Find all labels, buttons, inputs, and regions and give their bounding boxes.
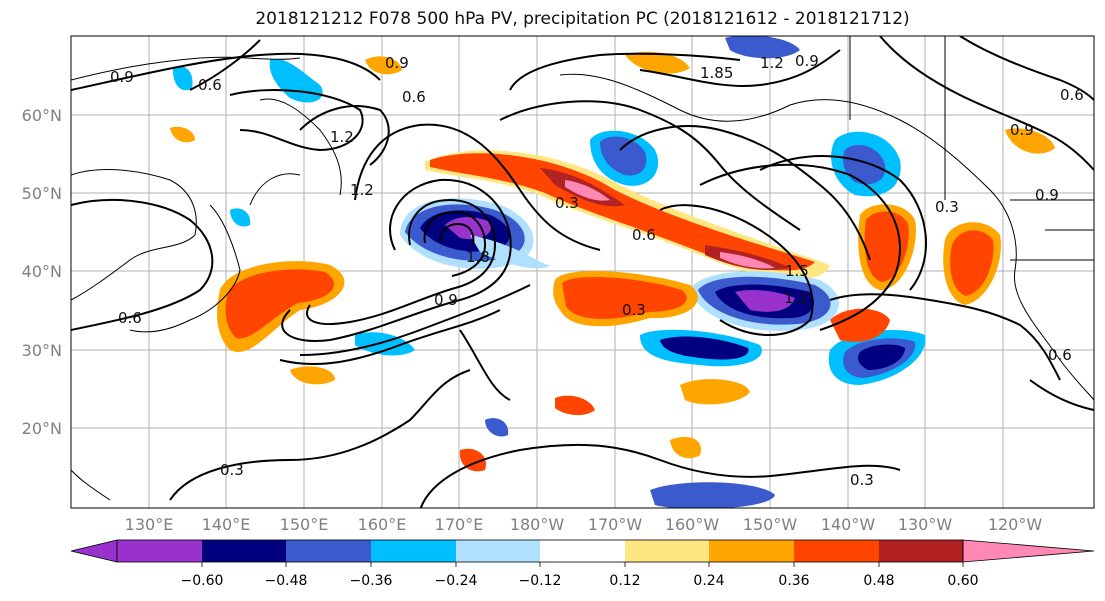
lon-label: 170°W xyxy=(588,515,643,534)
colorbar-min-extension xyxy=(70,539,118,563)
lon-label: 120°W xyxy=(988,515,1043,534)
contour-label: 0.6 xyxy=(1048,346,1072,364)
colorbar-segment xyxy=(286,540,371,562)
colorbar-tick-label: −0.36 xyxy=(350,573,393,589)
contour-label: 1.85 xyxy=(700,64,733,82)
colorbar-segment xyxy=(202,540,286,562)
lon-label: 140°E xyxy=(202,515,251,534)
contour-label: 0.6 xyxy=(402,88,426,106)
contour-label: 0.9 xyxy=(110,68,134,86)
colorbar-tick-label: 0.24 xyxy=(693,573,724,589)
colorbar-tick-label: 0.48 xyxy=(863,573,894,589)
colorbar-tick-label: 0.12 xyxy=(609,573,640,589)
longitude-labels: 130°E 140°E 150°E 160°E 170°E 180°W 170°… xyxy=(125,515,1043,534)
lon-label: 160°W xyxy=(665,515,720,534)
lon-label: 150°E xyxy=(280,515,329,534)
contour-label: 1.2 xyxy=(350,181,374,199)
lat-label: 50°N xyxy=(22,184,62,203)
lat-label: 60°N xyxy=(22,106,62,125)
colorbar-max-extension xyxy=(962,539,1095,563)
lat-label: 20°N xyxy=(22,419,62,438)
colorbar-tick-label: −0.12 xyxy=(519,573,562,589)
contour-label: 0.9 xyxy=(385,54,409,72)
lat-label: 40°N xyxy=(22,262,62,281)
contour-label: 1.2 xyxy=(784,289,808,307)
contour-label: 0.3 xyxy=(935,198,959,216)
lon-label: 130°W xyxy=(898,515,953,534)
colorbar-segment xyxy=(371,540,456,562)
lon-label: 150°W xyxy=(743,515,798,534)
contour-label: 0.9 xyxy=(1010,121,1034,139)
contour-label: 0.3 xyxy=(850,471,874,489)
colorbar-tick-label: −0.60 xyxy=(181,573,224,589)
lat-label: 30°N xyxy=(22,341,62,360)
contour-label: 1.5 xyxy=(785,262,809,280)
contour-label: 0.9 xyxy=(1035,186,1059,204)
colorbar-tick-label: 0.36 xyxy=(778,573,809,589)
map-frame xyxy=(70,35,1095,509)
colorbar-segment xyxy=(709,540,794,562)
contour-label: 0.6 xyxy=(198,76,222,94)
contour-label: 0.3 xyxy=(555,194,579,212)
contour-label: 0.3 xyxy=(622,301,646,319)
contour-label: 0.6 xyxy=(118,309,142,327)
lon-label: 170°E xyxy=(435,515,484,534)
colorbar-segment xyxy=(625,540,709,562)
colorbar-segment xyxy=(456,540,540,562)
contour-label: 0.9 xyxy=(434,291,458,309)
contour-label: 0.6 xyxy=(632,226,656,244)
contour-label: 0.9 xyxy=(795,52,819,70)
colorbar-segment xyxy=(879,540,963,562)
map-title: 2018121212 F078 500 hPa PV, precipitatio… xyxy=(255,9,910,29)
contour-label: 1.2 xyxy=(760,54,784,72)
contour-label: 0.3 xyxy=(220,461,244,479)
coastlines xyxy=(71,36,1094,501)
colorbar-tick-label: −0.48 xyxy=(265,573,308,589)
contour-label: 1.8 xyxy=(466,248,490,266)
lon-label: 130°E xyxy=(125,515,174,534)
colorbar: −0.60 −0.48 −0.36 −0.24 −0.12 0.12 0.24 … xyxy=(70,539,1095,589)
colorbar-tick-label: −0.24 xyxy=(435,573,478,589)
pv-contours xyxy=(71,36,1094,508)
colorbar-tick-label: 0.60 xyxy=(947,573,978,589)
latitude-labels: 60°N 50°N 40°N 30°N 20°N xyxy=(22,106,62,438)
colorbar-segment xyxy=(540,540,625,562)
colorbar-segment xyxy=(794,540,879,562)
precip-pc-shading xyxy=(170,36,1055,508)
lon-label: 160°E xyxy=(358,515,407,534)
colorbar-segment xyxy=(117,540,202,562)
lon-label: 140°W xyxy=(821,515,876,534)
contour-label: 0.6 xyxy=(1060,86,1084,104)
lon-label: 180°W xyxy=(510,515,565,534)
contour-label: 1.2 xyxy=(330,128,354,146)
contour-labels: 0.9 0.6 0.9 0.6 1.2 1.2 1.85 1.2 0.9 0.3… xyxy=(110,52,1084,489)
